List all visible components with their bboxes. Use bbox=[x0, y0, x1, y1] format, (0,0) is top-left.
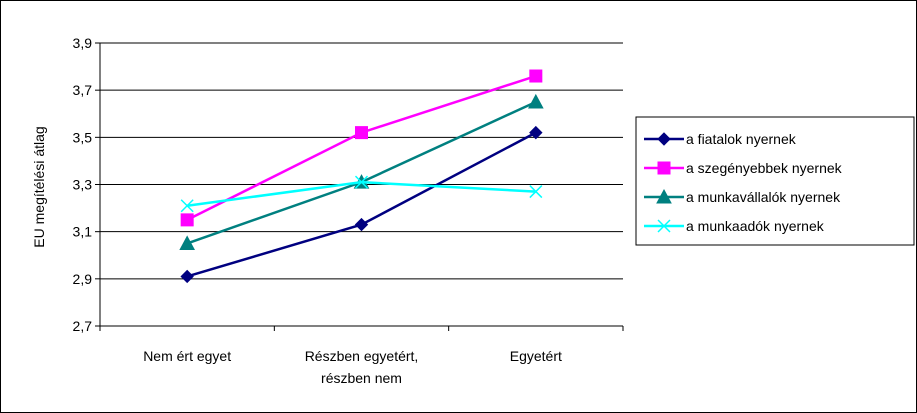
axes bbox=[95, 42, 624, 331]
y-tick-label: 3,7 bbox=[73, 82, 93, 98]
legend-marker bbox=[657, 219, 671, 233]
legend-label: a munkavállalók nyernek bbox=[686, 189, 841, 205]
data-point bbox=[527, 93, 544, 109]
data-point bbox=[180, 199, 194, 213]
legend-label: a fiatalok nyernek bbox=[686, 131, 797, 147]
data-point bbox=[354, 175, 369, 189]
legend-marker bbox=[657, 132, 671, 146]
y-tick-label: 3,9 bbox=[73, 35, 93, 51]
labels: 2,7 2,9 3,1 3,3 3,5 3,7 3,9 Nem ért egyet Részbe… bbox=[73, 35, 562, 386]
data-point bbox=[529, 125, 543, 140]
data-point bbox=[529, 69, 543, 83]
data-point bbox=[179, 235, 196, 250]
y-axis-title: EU megítélési átlag bbox=[31, 126, 47, 247]
legend-marker bbox=[657, 161, 671, 175]
legend-label: a szegényebbek nyernek bbox=[686, 160, 843, 176]
y-tick-label: 3,5 bbox=[73, 129, 93, 145]
legend: a fiatalok nyernek a szegényebbek nyernek… bbox=[635, 116, 915, 246]
y-tick-label: 2,7 bbox=[73, 318, 93, 334]
data-point bbox=[180, 213, 194, 227]
x-category-label: Részben egyetért, részben nem bbox=[305, 348, 419, 386]
data-point bbox=[354, 217, 369, 232]
data-point bbox=[529, 185, 543, 199]
x-category-label: Nem ért egyet bbox=[143, 348, 231, 364]
legend-marker bbox=[656, 188, 672, 204]
y-tick-label: 3,3 bbox=[73, 177, 93, 193]
x-category-label: Egyetért bbox=[510, 348, 562, 364]
data-point bbox=[180, 269, 194, 284]
legend-label: a munkaadók nyernek bbox=[686, 218, 825, 234]
data-point bbox=[355, 126, 368, 140]
series bbox=[179, 69, 544, 284]
y-tick-label: 3,1 bbox=[73, 224, 93, 240]
y-tick-label: 2,9 bbox=[73, 271, 93, 287]
